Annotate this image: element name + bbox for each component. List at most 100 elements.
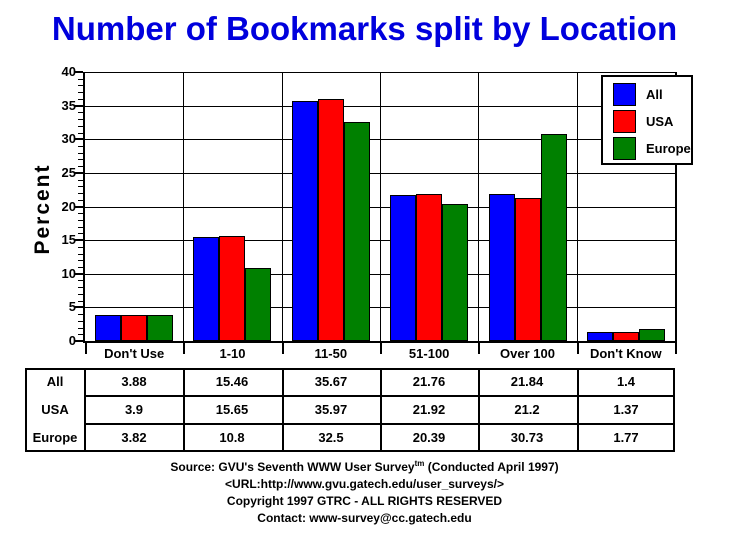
- y-minor-tick: [78, 280, 83, 281]
- table-column-line: [380, 368, 382, 452]
- y-minor-tick: [78, 314, 83, 315]
- bar-all-don-t-know: [587, 332, 613, 341]
- table-cell-all-don-t-use: 3.88: [121, 374, 147, 389]
- table-cell-usa-don-t-use: 3.9: [124, 402, 144, 417]
- bar-europe-1-10: [245, 268, 271, 341]
- table-label-divider: [84, 368, 86, 452]
- y-minor-tick: [78, 220, 83, 221]
- y-minor-tick: [78, 119, 83, 120]
- header-separator: [282, 343, 284, 354]
- y-minor-tick: [78, 254, 83, 255]
- table-column-line: [282, 368, 284, 452]
- footer-source-line: Source: GVU's Seventh WWW User Surveytm …: [0, 459, 729, 476]
- x-label-don-t-use: Don't Use: [104, 346, 165, 361]
- gridline-vertical: [478, 72, 480, 341]
- x-label-over-100: Over 100: [500, 346, 555, 361]
- bar-all-11-50: [292, 101, 318, 341]
- bar-europe-over-100: [541, 134, 567, 341]
- table-row-line: [85, 423, 675, 425]
- footer-contact-line: Contact: www-survey@cc.gatech.edu: [257, 511, 472, 525]
- table-row-label-all: All: [46, 374, 64, 389]
- table-cell-usa-don-t-know: 1.37: [613, 402, 639, 417]
- y-major-tick: [75, 138, 83, 141]
- table-column-line: [183, 368, 185, 452]
- trademark-superscript: tm: [414, 459, 425, 468]
- chart-title: Number of Bookmarks split by Location: [51, 10, 678, 47]
- table-row-label-usa: USA: [41, 402, 69, 417]
- y-tick-label-25: 25: [61, 164, 76, 180]
- bar-all-51-100: [390, 195, 416, 341]
- legend: All USA Europe: [601, 75, 693, 165]
- y-major-tick: [75, 71, 83, 73]
- y-tick-label-5: 5: [68, 299, 76, 315]
- table-cell-europe-1-10: 10.8: [219, 430, 245, 445]
- table-column-line: [577, 368, 579, 452]
- y-minor-tick: [78, 92, 83, 93]
- plot-right-border: [675, 72, 677, 343]
- header-separator: [675, 343, 677, 354]
- y-major-tick: [75, 340, 83, 342]
- footer-url-line: <URL:http://www.gvu.gatech.edu/user_surv…: [225, 477, 504, 491]
- y-tick-label-35: 35: [61, 97, 76, 113]
- table-cell-europe-don-t-use: 3.82: [121, 430, 147, 445]
- table-cell-all-don-t-know: 1.4: [616, 374, 636, 389]
- footer-source-date: (Conducted April 1997): [424, 460, 559, 474]
- table-cell-usa-1-10: 15.65: [215, 402, 249, 417]
- y-minor-tick: [78, 287, 83, 288]
- y-tick-label-30: 30: [61, 131, 76, 147]
- x-label-51-100: 51-100: [408, 346, 450, 361]
- y-minor-tick: [78, 153, 83, 154]
- y-minor-tick: [78, 85, 83, 86]
- footer-source-text: Source: GVU's Seventh WWW User Survey: [170, 460, 415, 474]
- table-cell-europe-over-100: 30.73: [510, 430, 544, 445]
- y-minor-tick: [78, 233, 83, 234]
- table-cell-usa-11-50: 35.97: [314, 402, 348, 417]
- y-minor-tick: [78, 328, 83, 329]
- legend-swatch-europe: [613, 137, 636, 160]
- y-major-tick: [75, 239, 83, 242]
- y-minor-tick: [78, 126, 83, 127]
- y-minor-tick: [78, 186, 83, 187]
- bar-all-1-10: [193, 237, 219, 341]
- table-cell-all-1-10: 15.46: [215, 374, 249, 389]
- y-minor-tick: [78, 247, 83, 248]
- bar-europe-don-t-use: [147, 315, 173, 341]
- y-minor-tick: [78, 180, 83, 181]
- legend-item-europe: Europe: [603, 137, 691, 160]
- bar-usa-11-50: [318, 99, 344, 341]
- header-separator: [380, 343, 382, 354]
- table-column-line: [478, 368, 480, 452]
- y-minor-tick: [78, 79, 83, 80]
- bar-usa-over-100: [515, 198, 541, 341]
- legend-item-all: All: [603, 83, 691, 106]
- bar-europe-don-t-know: [639, 329, 665, 341]
- y-major-tick: [75, 205, 83, 208]
- x-label-11-50: 11-50: [314, 346, 348, 361]
- x-label-1-10: 1-10: [219, 346, 246, 361]
- y-minor-tick: [78, 294, 83, 295]
- y-minor-tick: [78, 146, 83, 147]
- y-major-tick: [75, 272, 83, 275]
- y-minor-tick: [78, 213, 83, 214]
- legend-item-usa: USA: [603, 110, 691, 133]
- bar-usa-1-10: [219, 236, 245, 341]
- table-row-line: [85, 395, 675, 397]
- x-label-don-t-know: Don't Know: [589, 346, 662, 361]
- y-major-tick: [75, 171, 83, 174]
- bar-all-don-t-use: [95, 315, 121, 341]
- gridline-vertical: [183, 72, 185, 341]
- header-separator: [577, 343, 579, 354]
- x-axis-line: [83, 341, 677, 343]
- footer: Source: GVU's Seventh WWW User Surveytm …: [0, 459, 729, 527]
- gridline-vertical: [281, 72, 283, 341]
- legend-label-usa: USA: [646, 114, 674, 129]
- y-minor-tick: [78, 334, 83, 335]
- legend-swatch-all: [613, 83, 636, 106]
- bar-usa-don-t-use: [121, 315, 147, 341]
- legend-swatch-usa: [613, 110, 636, 133]
- y-minor-tick: [78, 200, 83, 201]
- legend-label-europe: Europe: [646, 141, 691, 156]
- table-cell-europe-don-t-know: 1.77: [613, 430, 639, 445]
- table-cell-europe-51-100: 20.39: [412, 430, 446, 445]
